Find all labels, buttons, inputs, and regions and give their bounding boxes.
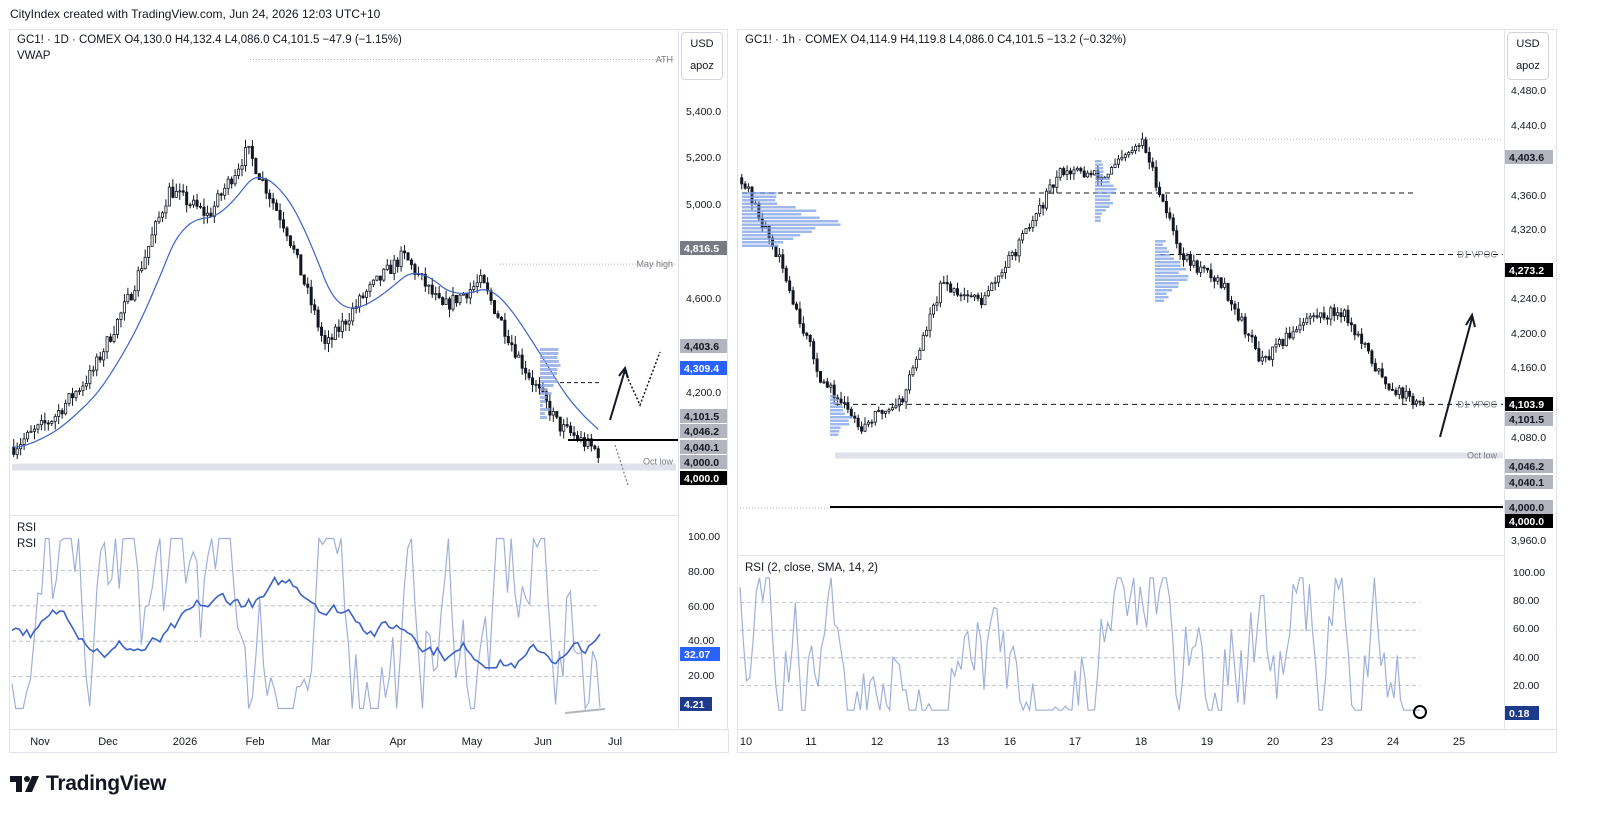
tradingview-logo-icon	[10, 776, 39, 792]
tradingview-brand[interactable]: TradingView	[10, 772, 166, 796]
left-price-scale[interactable]	[678, 29, 728, 730]
right-scale-mode-label: apoz	[1516, 60, 1540, 72]
right-rsi-legend: RSI (2, close, SMA, 14, 2)	[745, 562, 878, 574]
left-currency-button[interactable]: USD apoz	[681, 32, 723, 80]
right-currency-button[interactable]: USD apoz	[1507, 32, 1549, 80]
left-rsi-legend-2: RSI	[17, 538, 37, 550]
right-time-axis[interactable]	[737, 729, 1557, 753]
right-ohlc-legend: GC1! · 1h · COMEX O4,114.9 H4,119.8 L4,0…	[745, 34, 1127, 46]
right-main-pane[interactable]	[737, 29, 1505, 556]
brand-name: TradingView	[46, 772, 167, 795]
left-scale-mode-label: apoz	[690, 60, 714, 72]
right-currency-label: USD	[1516, 38, 1540, 50]
left-main-pane[interactable]	[9, 29, 679, 516]
right-price-scale[interactable]	[1504, 29, 1557, 730]
left-vwap-legend: VWAP	[17, 50, 51, 62]
left-rsi-legend-1: RSI	[17, 522, 37, 534]
left-time-axis[interactable]	[9, 729, 729, 753]
right-rsi-pane[interactable]	[737, 555, 1505, 730]
left-currency-label: USD	[690, 38, 714, 50]
left-ohlc-legend: GC1! · 1D · COMEX O4,130.0 H4,132.4 L4,0…	[17, 34, 402, 46]
chart-attribution: CityIndex created with TradingView.com, …	[10, 7, 381, 21]
left-rsi-pane[interactable]	[9, 515, 679, 730]
